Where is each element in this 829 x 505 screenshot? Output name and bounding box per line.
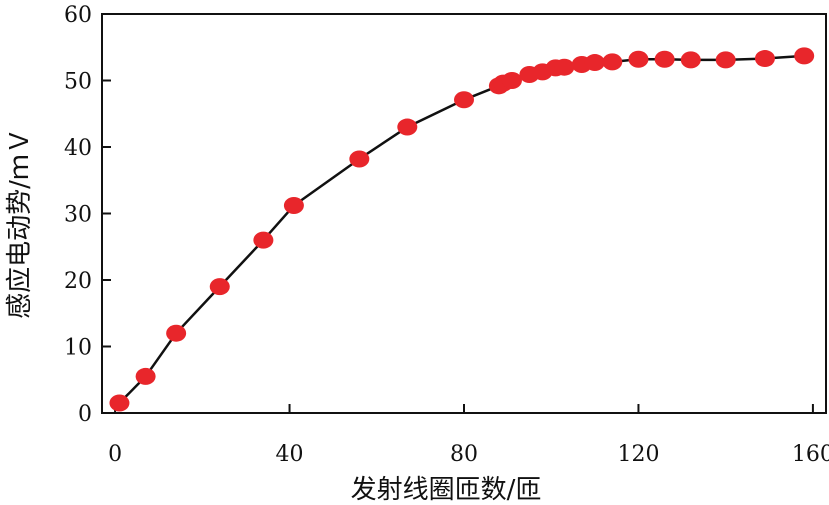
data-point <box>554 58 575 76</box>
data-point <box>454 91 474 109</box>
plot-frame <box>101 13 827 414</box>
x-tick-label: 40 <box>276 442 304 467</box>
data-point <box>584 54 605 72</box>
data-point <box>135 367 156 385</box>
x-tick-label: 160 <box>792 442 829 467</box>
y-tick-label: 40 <box>64 136 92 161</box>
data-point <box>253 231 274 249</box>
x-tick-label: 80 <box>450 442 478 467</box>
data-point <box>501 72 522 89</box>
data-point <box>654 50 675 68</box>
y-tick-label: 10 <box>64 336 92 361</box>
x-axis-label: 发射线圈匝数/匝 <box>351 475 542 505</box>
data-point <box>283 197 304 215</box>
y-tick-label: 20 <box>64 269 92 294</box>
data-point <box>715 51 736 69</box>
y-axis-label: 感应电动势/ｍＶ <box>5 128 35 319</box>
data-point <box>209 278 230 296</box>
data-point <box>166 324 187 342</box>
data-point <box>628 50 649 68</box>
y-tick-label: 0 <box>78 402 92 427</box>
data-point <box>109 394 130 412</box>
data-point <box>397 118 418 136</box>
data-point <box>602 53 623 71</box>
data-point <box>680 51 701 69</box>
data-point <box>754 50 775 68</box>
y-tick-label: 50 <box>64 70 92 95</box>
y-tick-label: 60 <box>64 3 92 28</box>
x-tick-label: 120 <box>617 442 659 467</box>
x-tick-label: 0 <box>108 442 122 467</box>
axes: 0 10 20 30 40 50 60 0 40 80 120 160 <box>64 3 829 467</box>
data-point <box>349 150 370 168</box>
plot-area <box>109 47 815 412</box>
y-tick-label: 30 <box>64 203 92 228</box>
data-point <box>794 47 815 65</box>
